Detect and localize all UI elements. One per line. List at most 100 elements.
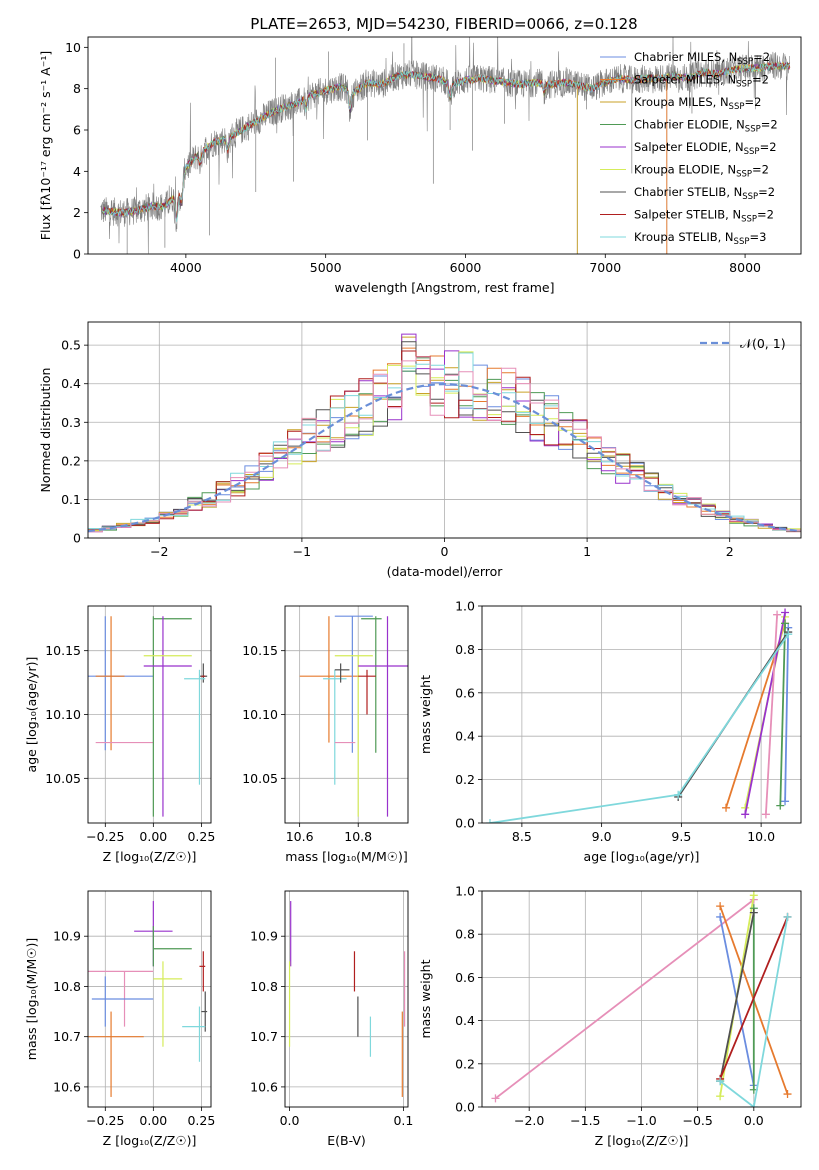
- x-axis-label: E(B-V): [327, 1133, 366, 1148]
- mass-weight-line: [744, 612, 786, 815]
- age_vs_Z-plot: [88, 616, 208, 817]
- legend-text: Chabrier ELODIE, N: [634, 118, 745, 132]
- normal-curve: [88, 382, 801, 533]
- y-tick-label: 10.05: [45, 771, 81, 786]
- y-tick-label: 0.1: [61, 492, 81, 507]
- y-tick-label: 0.0: [455, 1100, 475, 1115]
- x-axis-label: mass [log₁₀(M/M☉)]: [285, 849, 407, 864]
- legend-text: Kroupa STELIB, N: [634, 230, 734, 244]
- mass-weight-marker: [784, 630, 793, 639]
- x-tick-label: 8000: [729, 260, 761, 275]
- y-tick-label: 0.5: [61, 338, 81, 353]
- x-tick-label: −0.25: [86, 1113, 124, 1128]
- legend-subscript: SSP: [742, 192, 758, 202]
- legend-subscript: SSP: [736, 80, 752, 90]
- x-tick-label: −0.25: [86, 829, 124, 844]
- x-tick-label: −2: [150, 544, 168, 559]
- legend-subscript: SSP: [734, 237, 750, 247]
- mass-weight-marker: [749, 908, 758, 917]
- y-axis-label: Normed distribution: [38, 368, 53, 493]
- mass-weight-marker: [485, 819, 494, 823]
- y-tick-label: 0.6: [455, 685, 475, 700]
- y-tick-label: 0.2: [455, 1056, 475, 1071]
- massweight_vs_Z-panel: −2.0 −1.5 −1.0 −0.5 0.0 0.0 0.2 0.4 0.6 0.8 1.0 Z […: [418, 884, 802, 1148]
- age_vs_mass-frame: [284, 605, 409, 824]
- y-tick-label: 1.0: [455, 884, 475, 899]
- mass_vs_Z-frame: [87, 890, 212, 1108]
- mass-weight-marker: [716, 912, 725, 921]
- y-tick-label: 10.05: [242, 771, 278, 786]
- y-tick-label: 0.4: [61, 376, 81, 391]
- y-axis-label: Flux [fλ10⁻¹⁷ erg cm⁻² s⁻¹ A⁻¹]: [38, 51, 53, 240]
- spectrum-panel: 4000 5000 6000 7000 8000 0 2 4 6 8 10 wavelength [A…: [38, 36, 802, 295]
- residual-histogram: [88, 356, 801, 533]
- y-tick-label: 10.10: [45, 707, 81, 722]
- age_vs_mass-panel: 10.6 10.8 10.05 10.10 10.15 mass [log₁₀(M/M☉)…: [242, 605, 409, 864]
- legend-text: Chabrier STELIB, N: [634, 185, 742, 199]
- legend-label: Salpeter STELIB, NSSP=2: [634, 208, 774, 225]
- mass-weight-line: [719, 916, 789, 1107]
- legend-label: Kroupa ELODIE, NSSP=2: [634, 163, 769, 180]
- x-axis-label: Z [log₁₀(Z/Z☉)]: [103, 849, 197, 864]
- y-tick-label: 10.15: [45, 643, 81, 658]
- spectrum-axes: 4000 5000 6000 7000 8000 0 2 4 6 8 10 wavelength [A…: [38, 36, 802, 295]
- mass-weight-line: [494, 898, 755, 1100]
- legend-text: Salpeter ELODIE, N: [634, 140, 744, 154]
- mass-weight-marker: [776, 801, 785, 810]
- y-tick-label: 10.9: [250, 929, 278, 944]
- y-tick-label: 0.8: [455, 642, 475, 657]
- x-tick-label: −0.5: [682, 1113, 712, 1128]
- y-tick-label: 0.8: [455, 927, 475, 942]
- y-tick-label: 10.8: [250, 979, 278, 994]
- y-tick-label: 10.15: [242, 643, 278, 658]
- mass_vs_EBV-plot: [288, 901, 406, 1097]
- y-tick-label: 10.9: [53, 929, 81, 944]
- x-tick-label: 0.0: [280, 1113, 300, 1128]
- y-tick-label: 1.0: [455, 599, 475, 614]
- mass_vs_Z-panel: −0.25 0.00 0.25 10.6 10.7 10.8 10.9 Z [log₁₀(Z/…: [24, 890, 215, 1148]
- y-tick-label: 0.2: [61, 453, 81, 468]
- massweight_vs_Z-plot: [491, 891, 792, 1107]
- mass_vs_EBV-panel: 0.0 0.1 10.6 10.7 10.8 10.9 E(B-V): [250, 890, 413, 1148]
- massweight_vs_age-panel: 8.5 9.0 9.5 10.0 0.0 0.2 0.4 0.6 0.8 1.0 age [log₁…: [418, 599, 802, 864]
- mass-weight-line: [489, 633, 789, 823]
- residuals-plot: [88, 333, 801, 533]
- massweight_vs_age-plot: [485, 608, 793, 823]
- y-tick-label: 0.4: [455, 1013, 475, 1028]
- mass-weight-marker: [716, 902, 725, 911]
- mass_vs_Z-axes: −0.25 0.00 0.25 10.6 10.7 10.8 10.9 Z [log₁₀(Z/…: [24, 890, 215, 1148]
- x-axis-label: Z [log₁₀(Z/Z☉)]: [595, 1133, 689, 1148]
- mass-weight-line: [784, 627, 790, 802]
- massweight_vs_age-grid: [482, 605, 801, 824]
- mass-weight-line: [719, 916, 789, 1080]
- mass-weight-marker: [783, 1090, 792, 1099]
- age_vs_Z-frame: [87, 605, 212, 824]
- x-tick-label: −1: [293, 544, 311, 559]
- y-tick-label: 0: [73, 531, 81, 546]
- residuals-panel: −2 −1 0 1 2 0 0.1 0.2 0.3 0.4 0.5 (data-model)/erro…: [38, 321, 802, 579]
- x-tick-label: 4000: [170, 260, 202, 275]
- x-tick-label: 7000: [589, 260, 621, 275]
- legend-suffix: =2: [752, 73, 769, 87]
- x-tick-label: 6000: [450, 260, 482, 275]
- x-axis-label: Z [log₁₀(Z/Z☉)]: [103, 1133, 197, 1148]
- x-tick-label: 10.0: [747, 829, 775, 844]
- x-tick-label: 0.25: [187, 1113, 215, 1128]
- legend-text: Salpeter STELIB, N: [634, 208, 741, 222]
- y-tick-label: 0.3: [61, 415, 81, 430]
- model-line: [101, 62, 791, 222]
- y-tick-label: 10.7: [250, 1029, 278, 1044]
- age_vs_Z-panel: −0.25 0.00 0.25 10.05 10.10 10.15 Z [log₁₀(Z/Z…: [24, 605, 215, 864]
- legend-label: Chabrier MILES, NSSP=2: [634, 50, 770, 67]
- y-tick-label: 0: [73, 247, 81, 262]
- mass-weight-marker: [674, 790, 683, 799]
- y-tick-label: 10.10: [242, 707, 278, 722]
- legend-suffix: =2: [760, 140, 777, 154]
- mass-weight-marker: [749, 891, 758, 900]
- y-tick-label: 4: [73, 164, 81, 179]
- mass-weight-marker: [781, 797, 790, 806]
- y-tick-label: 2: [73, 205, 81, 220]
- legend-subscript: SSP: [745, 125, 761, 135]
- massweight_vs_age-axes: 8.5 9.0 9.5 10.0 0.0 0.2 0.4 0.6 0.8 1.0 age [log₁…: [418, 599, 802, 864]
- x-tick-label: 0.00: [139, 1113, 167, 1128]
